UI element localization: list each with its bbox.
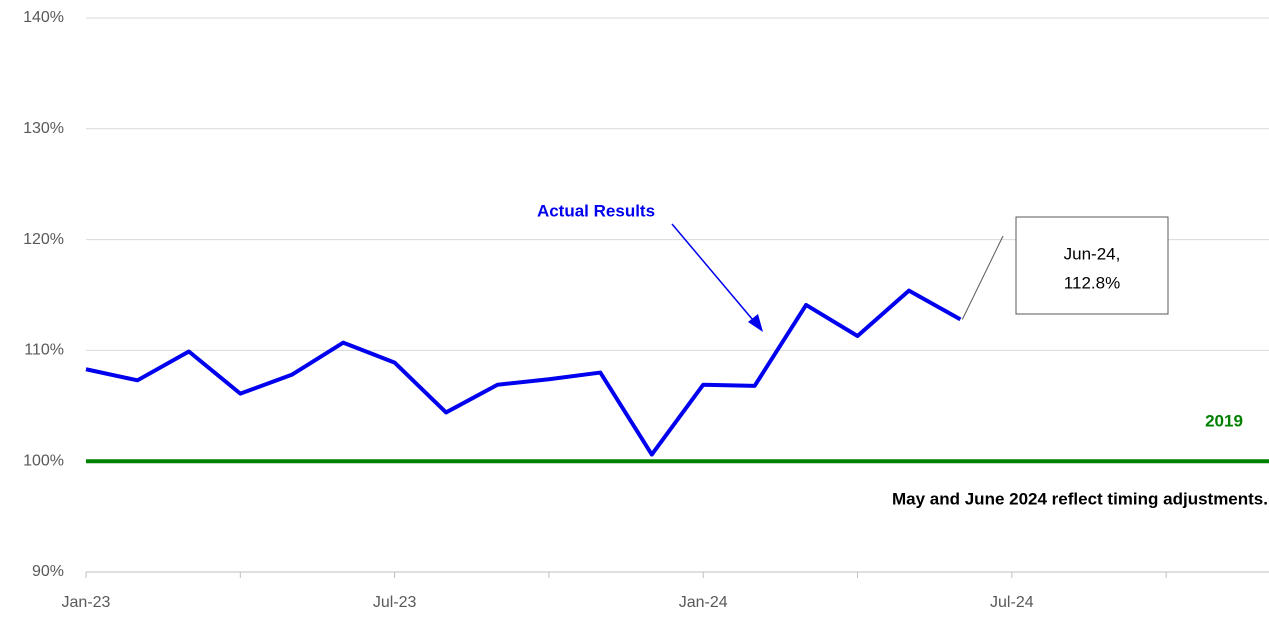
series-label: 2019: [1205, 411, 1243, 430]
x-tick-label: Jan-24: [679, 594, 728, 611]
note: May and June 2024 reflect timing adjustm…: [892, 489, 1268, 508]
data-label: 112.8%: [1064, 273, 1120, 292]
callout-text: Jun-24,: [1064, 244, 1121, 263]
series-line: [85, 288, 962, 457]
y-tick-label: 140%: [23, 9, 64, 26]
x-tick-label: Jan-23: [62, 594, 111, 611]
x-tick-label: Jul-23: [373, 594, 417, 611]
y-tick-label: 100%: [23, 452, 64, 469]
x-tick-label: Jul-24: [990, 594, 1034, 611]
y-tick-label: 90%: [32, 563, 64, 580]
y-tick-label: 130%: [23, 120, 64, 137]
y-tick-label: 110%: [24, 342, 64, 359]
series-label: Actual Results: [537, 201, 655, 220]
arrow-shaft: [671, 223, 759, 327]
callout-leader: [961, 235, 1004, 320]
arrow-head: [748, 314, 763, 332]
y-tick-label: 120%: [23, 231, 64, 248]
callout-box: [1015, 216, 1169, 315]
